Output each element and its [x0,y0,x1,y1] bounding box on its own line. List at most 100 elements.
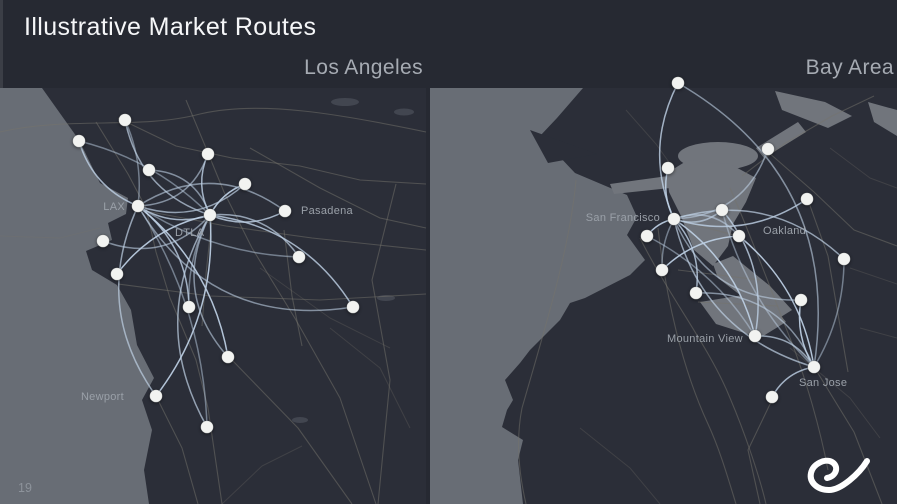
road-path [249,147,427,229]
route-arc [754,335,815,368]
stop-node [640,229,654,243]
route-arc [137,182,286,212]
stop-node [689,286,703,300]
stop-node [72,134,86,148]
route-arc [721,209,759,337]
route-arc [118,205,157,397]
route-arc [646,235,756,337]
central-bay-shape [667,160,756,266]
road-path [221,445,303,504]
stop-node [110,267,124,281]
suisun-shape [868,102,897,136]
road-path [283,229,303,347]
road-path [747,399,773,504]
road-path [859,327,897,339]
route-arc [148,169,211,216]
city-label: Oakland [763,225,806,237]
route-arc [209,210,286,223]
hill-patch [394,108,414,116]
map-panel-bay-area: Bay Area [430,56,897,504]
road-path [117,283,427,301]
ribbon-swirl-logo [807,457,870,494]
road-path [201,217,213,327]
road-network [518,95,897,504]
panel-title-los-angeles: Los Angeles [304,56,423,79]
road-path [807,199,849,373]
city-label: Pasadena [301,205,354,217]
stop-node [201,147,215,161]
road-path [117,117,427,185]
road-path [139,209,427,251]
route-lines [646,82,845,398]
stop-node [761,142,775,156]
road-path [157,399,199,504]
road-path [231,359,353,504]
route-arc [673,209,845,260]
terrain-patches [292,98,414,423]
route-arc [813,258,845,368]
stop-node [96,234,110,248]
route-arc [155,214,212,397]
road-path [259,267,391,349]
route-lines [78,119,354,428]
road-path [0,107,427,133]
road-path [815,369,883,504]
stop-node [661,161,675,175]
slide-title: Illustrative Market Routes [24,13,317,41]
logo-stroke [807,457,870,494]
road-path [518,179,577,504]
route-arc [673,218,815,368]
road-path [829,147,897,189]
los-angeles-map: LAX DTLA Pasadena Newport [0,88,427,504]
stop-node [655,263,669,277]
city-label: Mountain View [667,333,743,345]
route-arc [721,209,815,368]
city-labels: San Francisco Oakland Mountain View San Jos… [586,212,847,389]
route-arc [661,235,740,271]
route-arc [137,205,229,358]
stop-node [794,293,808,307]
city-label: San Jose [799,377,847,389]
stop-node [837,252,851,266]
stop-node [800,192,814,206]
city-nodes [72,113,360,434]
road-path [657,227,737,504]
route-arc [102,214,211,250]
panel-title-bay-area: Bay Area [805,56,894,79]
edge-sliver [0,0,3,88]
road-path [789,347,881,439]
city-label: LAX [103,201,125,213]
road-path [371,183,397,504]
route-arc [738,235,815,368]
stop-node [346,300,360,314]
road-path [849,267,897,285]
road-path [0,227,101,239]
route-arc [673,148,769,220]
route-arc [209,213,300,258]
stop-node [807,360,821,374]
stop-node [221,350,235,364]
route-arc [124,119,211,216]
stop-node [142,163,156,177]
stop-node [732,229,746,243]
route-arc [673,218,756,337]
road-path [697,301,779,307]
route-arc [137,153,209,207]
route-arc [137,205,300,258]
route-arc [673,198,808,228]
city-labels: LAX DTLA Pasadena Newport [81,201,354,403]
city-label: San Francisco [586,212,660,224]
strait-shape [610,176,670,194]
bay-area-map: San Francisco Oakland Mountain View San Jos… [430,76,897,504]
stop-node [667,212,681,226]
stop-node [200,420,214,434]
route-arc [78,140,139,207]
stop-node [671,76,685,90]
road-path [677,269,761,281]
stop-node [278,204,292,218]
stop-node [715,203,729,217]
route-arc [137,183,246,214]
stop-node [131,199,145,213]
route-arc [177,214,211,428]
